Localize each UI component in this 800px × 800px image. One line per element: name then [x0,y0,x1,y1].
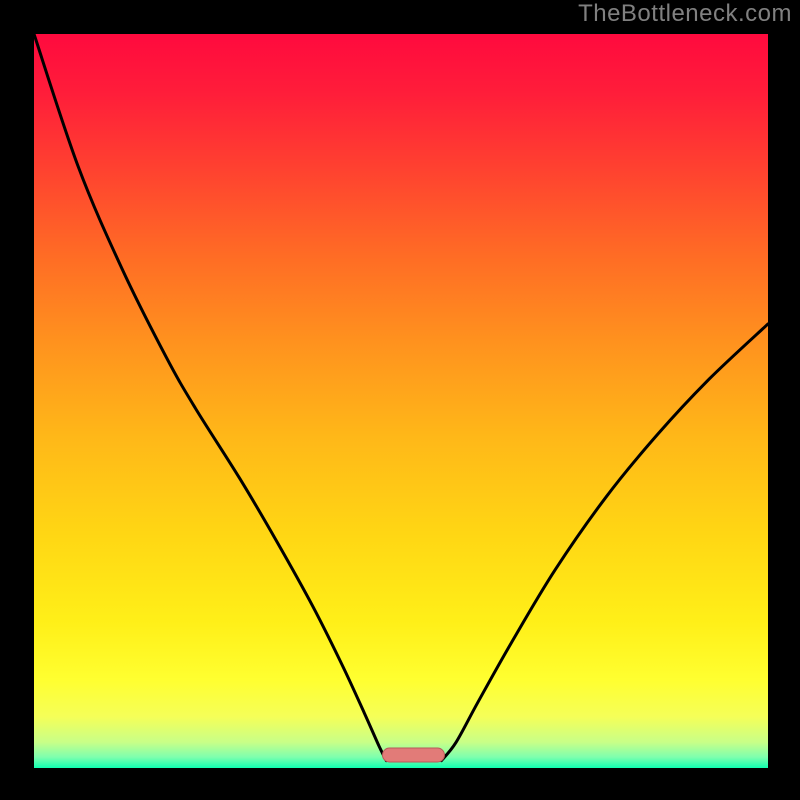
chart-svg [0,0,800,800]
chart-stage: TheBottleneck.com [0,0,800,800]
bottleneck-marker-pill [382,748,444,762]
watermark-text: TheBottleneck.com [578,0,792,28]
gradient-plot-area [34,34,768,768]
